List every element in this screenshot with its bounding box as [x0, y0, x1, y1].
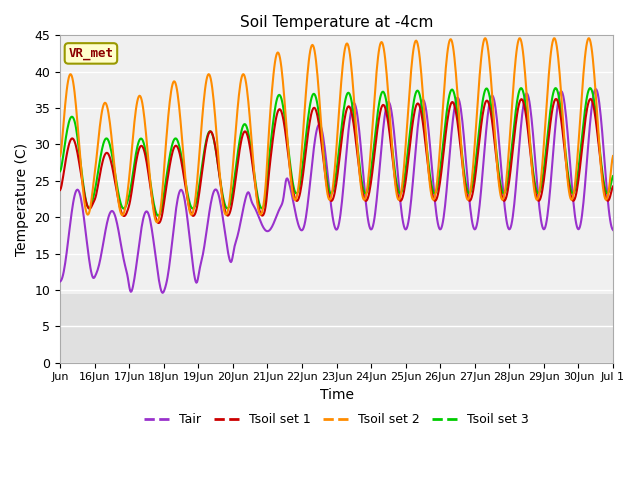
Y-axis label: Temperature (C): Temperature (C) [15, 143, 29, 255]
Title: Soil Temperature at -4cm: Soil Temperature at -4cm [240, 15, 433, 30]
Legend: Tair, Tsoil set 1, Tsoil set 2, Tsoil set 3: Tair, Tsoil set 1, Tsoil set 2, Tsoil se… [140, 408, 534, 431]
Bar [60, 293, 613, 362]
X-axis label: Time: Time [319, 388, 353, 402]
Text: VR_met: VR_met [68, 47, 113, 60]
